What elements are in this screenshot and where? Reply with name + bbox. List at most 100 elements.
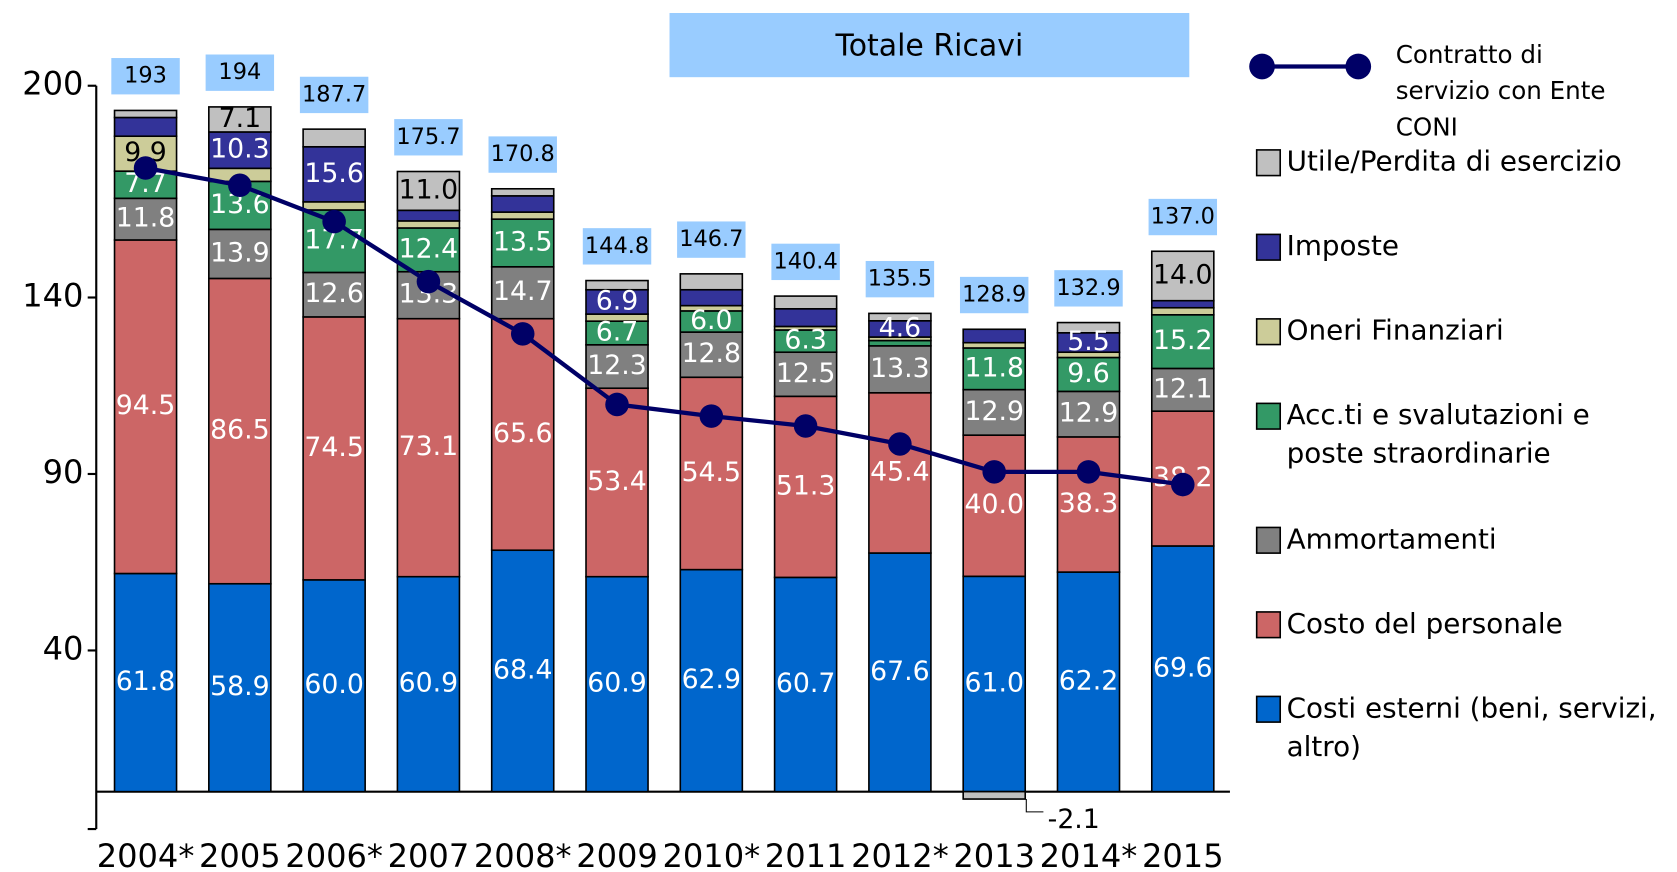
legend-marker [1249, 53, 1275, 80]
line-marker [982, 460, 1006, 484]
bar-segment [302, 201, 366, 211]
x-tick-label: 2004* [97, 837, 195, 872]
bar-segment [302, 128, 366, 148]
line-marker [1171, 472, 1195, 497]
segment-label: 67.6 [870, 656, 930, 687]
bar-segment [1056, 356, 1121, 393]
bar-segment [962, 328, 1027, 344]
legend-label: Imposte [1287, 229, 1399, 262]
segment-label: 12.4 [399, 233, 458, 264]
bar-segment [396, 317, 461, 578]
bar-segment [302, 145, 366, 203]
total-box [205, 54, 275, 91]
segment-label: 5.5 [1067, 326, 1110, 357]
bar-segment [585, 343, 649, 390]
line-marker [888, 432, 912, 456]
segment-label: 15.2 [1153, 325, 1213, 356]
segment-label: 86.5 [210, 415, 269, 446]
bar-segment [962, 434, 1027, 578]
y-tick-label: 140 [22, 277, 83, 315]
segment-label: 6.9 [596, 285, 639, 316]
bar-segment [396, 209, 461, 222]
segment-label: 60.0 [304, 669, 363, 700]
total-label: 137.0 [1151, 204, 1215, 230]
line-marker [605, 392, 629, 417]
legend-label: Costi esterni (beni, servizi, altro) [1287, 691, 1657, 763]
total-box [677, 221, 746, 258]
bar-segment [1150, 306, 1215, 316]
bar-segment [208, 106, 272, 133]
segment-label: 62.2 [1059, 665, 1119, 696]
segment-label: 69.6 [1153, 652, 1213, 683]
segment-label: 15.6 [304, 158, 363, 189]
segment-label: 53.4 [587, 466, 647, 497]
legend-label: Contratto di servizio con Ente CONI [1396, 40, 1606, 142]
total-label: 144.8 [585, 233, 649, 259]
segment-label: 61.8 [116, 666, 175, 697]
bar-segment [1150, 545, 1215, 793]
total-label: 194 [218, 59, 261, 85]
bar-segment [962, 388, 1027, 436]
total-label: 170.8 [491, 141, 555, 167]
total-label: 187.7 [302, 81, 366, 107]
legend-swatch [1255, 695, 1282, 723]
line-marker [510, 322, 535, 346]
line-series [145, 165, 1184, 487]
bar-segment [585, 279, 649, 291]
total-box [488, 136, 557, 173]
segment-label: 6.0 [690, 305, 732, 336]
legend-label: Costo del personale [1287, 607, 1563, 640]
bar-segment [396, 575, 461, 793]
total-label: 132.9 [1056, 275, 1120, 301]
legend-swatch [1255, 526, 1282, 554]
segment-label: 40.0 [964, 489, 1024, 520]
segment-label: 60.7 [776, 668, 836, 699]
segment-label: 60.9 [399, 668, 458, 699]
segment-label: 13.5 [493, 226, 552, 257]
bar-segment [490, 317, 555, 552]
line-marker [1076, 460, 1101, 484]
segment-label: 12.8 [682, 338, 742, 369]
segment-label: 94.5 [116, 390, 175, 421]
segment-label: 13.9 [210, 237, 269, 268]
bar-segment [1150, 299, 1215, 309]
legend-label: Utile/Perdita di esercizio [1287, 145, 1622, 178]
label-leader [1025, 799, 1044, 813]
x-tick-label: 2005 [199, 837, 281, 872]
segment-label: 11.0 [399, 174, 458, 205]
bar-segment [396, 220, 461, 229]
bar-segment [962, 790, 1027, 800]
segment-label: 68.4 [493, 654, 552, 685]
bar-segment [962, 347, 1027, 391]
total-label: 140.4 [773, 248, 837, 274]
segment-label: 12.5 [776, 358, 836, 389]
legend-label: Oneri Finanziari [1287, 314, 1504, 347]
legend-swatch [1255, 149, 1282, 177]
segment-label: 73.1 [399, 431, 458, 462]
segment-label: 61.0 [964, 667, 1024, 698]
bar-segment [396, 170, 461, 212]
total-box [1148, 198, 1218, 236]
total-box [299, 76, 369, 114]
segment-label: 62.9 [682, 664, 742, 695]
bar-segment [490, 218, 555, 268]
segment-label: 6.3 [784, 325, 827, 356]
total-box [111, 58, 180, 95]
segment-label: 74.5 [304, 432, 363, 463]
segment-label: 12.9 [1059, 398, 1119, 429]
bar-segment [868, 391, 932, 554]
total-box [582, 228, 652, 265]
total-label: 135.5 [868, 266, 932, 292]
legend-swatch [1255, 402, 1282, 430]
segment-label: 51.3 [776, 470, 836, 501]
y-tick-label: 200 [22, 65, 83, 103]
y-tick-label: 40 [43, 629, 84, 667]
y-tick-label: 90 [43, 453, 84, 491]
bar-segment [1056, 436, 1121, 573]
segment-label: 11.8 [116, 203, 175, 234]
segment-label: 9.6 [1067, 358, 1110, 389]
total-box [959, 276, 1029, 314]
line-marker [228, 173, 252, 198]
total-label: 175.7 [396, 124, 460, 150]
